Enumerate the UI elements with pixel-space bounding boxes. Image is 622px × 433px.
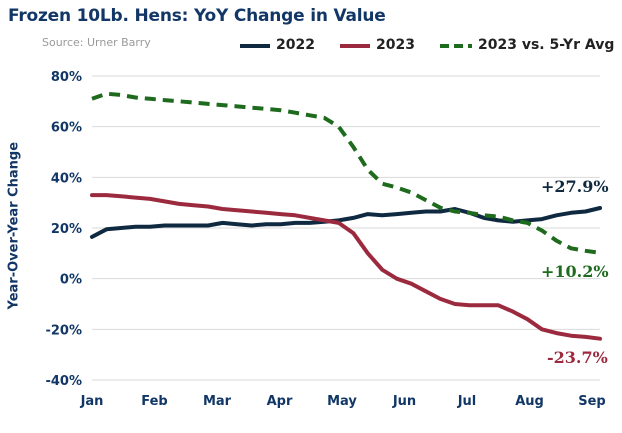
legend-label-2023: 2023 xyxy=(376,37,415,53)
x-tick-label: Jun xyxy=(392,394,416,409)
y-tick-label: 0% xyxy=(60,273,82,288)
annotation-2022-end: +27.9% xyxy=(541,177,609,196)
x-tick-label: Aug xyxy=(515,394,544,409)
chart-title: Frozen 10Lb. Hens: YoY Change in Value xyxy=(8,6,386,26)
series-line-2023 xyxy=(90,193,602,341)
x-tick-label: Jan xyxy=(80,394,104,409)
y-tick-label: 40% xyxy=(51,171,82,186)
y-tick-label: 60% xyxy=(51,121,82,136)
legend-item-2022: 2022 xyxy=(240,37,315,53)
legend-swatch-2023 xyxy=(340,37,370,53)
legend-swatch-2022 xyxy=(240,37,270,53)
x-tick-label: Jul xyxy=(457,394,477,409)
annotation-5yr-end: +10.2% xyxy=(541,262,609,281)
y-tick-label: 20% xyxy=(51,222,82,237)
annotation-2023-end: -23.7% xyxy=(547,348,608,367)
x-tick-label: Sep xyxy=(578,394,606,409)
y-tick-label: -20% xyxy=(45,323,82,338)
legend-item-2023: 2023 xyxy=(340,37,415,53)
x-tick-label: May xyxy=(327,394,357,409)
y-tick-label: -40% xyxy=(45,374,82,389)
x-tick-label: Apr xyxy=(267,394,293,409)
legend-swatch-5yr xyxy=(440,37,472,53)
series-line-2022 xyxy=(90,206,602,239)
chart-source: Source: Urner Barry xyxy=(42,36,151,49)
legend-label-2022: 2022 xyxy=(276,37,315,53)
x-tick-label: Feb xyxy=(141,394,167,409)
x-tick-label: Mar xyxy=(203,394,232,409)
legend-label-5yr: 2023 vs. 5-Yr Avg xyxy=(478,37,615,53)
y-tick-label: 80% xyxy=(51,70,82,85)
legend-item-5yr: 2023 vs. 5-Yr Avg xyxy=(440,37,614,53)
